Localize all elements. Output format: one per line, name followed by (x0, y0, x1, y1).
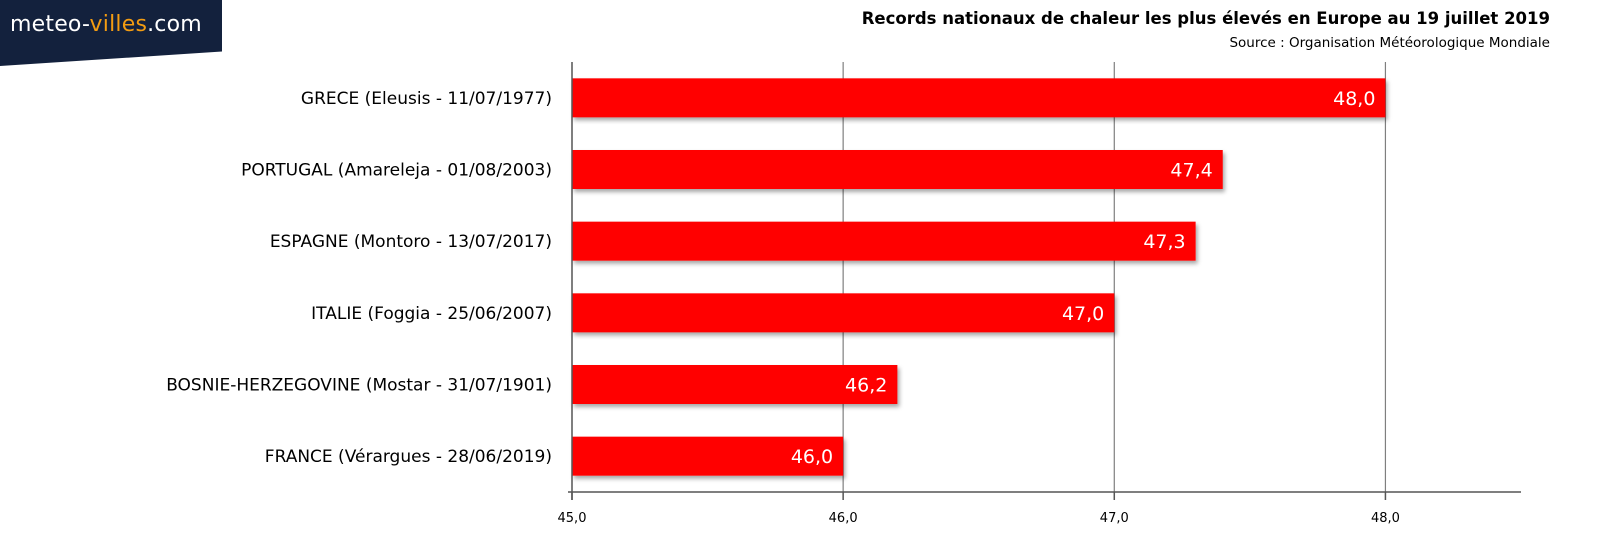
data-label: 46,0 (791, 446, 833, 468)
bar (572, 221, 1196, 261)
category-label: GRECE (Eleusis - 11/07/1977) (301, 89, 552, 109)
category-label: PORTUGAL (Amareleja - 01/08/2003) (241, 161, 552, 181)
bar (572, 436, 844, 476)
chart-title: Records nationaux de chaleur les plus él… (861, 9, 1550, 28)
bar (572, 293, 1115, 333)
site-logo-text: meteo-villes.com (10, 12, 202, 37)
bar (572, 365, 898, 404)
x-axis: 45,0 46,0 47,0 48,0 (558, 62, 1521, 526)
x-tick-label: 47,0 (1100, 511, 1129, 526)
bar (572, 150, 1223, 189)
chart-subtitle: Source : Organisation Météorologique Mon… (1229, 35, 1550, 51)
data-label: 47,0 (1062, 303, 1104, 325)
data-label: 48,0 (1333, 88, 1375, 110)
x-tick-label: 48,0 (1371, 511, 1400, 526)
bars: 48,0 47,4 47,3 47,0 46,2 46,0 (572, 78, 1386, 476)
category-label: ITALIE (Foggia - 25/06/2007) (311, 304, 552, 324)
category-labels: GRECE (Eleusis - 11/07/1977) PORTUGAL (Am… (166, 89, 552, 467)
category-label: FRANCE (Vérargues - 28/06/2019) (265, 447, 552, 467)
x-tick-label: 46,0 (829, 511, 858, 526)
data-label: 47,4 (1170, 160, 1212, 182)
category-label: BOSNIE-HERZEGOVINE (Mostar - 31/07/1901) (166, 376, 552, 396)
data-label: 46,2 (845, 375, 887, 397)
category-label: ESPAGNE (Montoro - 13/07/2017) (270, 232, 552, 252)
site-logo[interactable]: meteo-villes.com (0, 0, 222, 66)
grid-lines (842, 62, 1387, 492)
data-label: 47,3 (1143, 231, 1185, 253)
bar (572, 78, 1386, 118)
x-tick-label: 45,0 (558, 511, 587, 526)
